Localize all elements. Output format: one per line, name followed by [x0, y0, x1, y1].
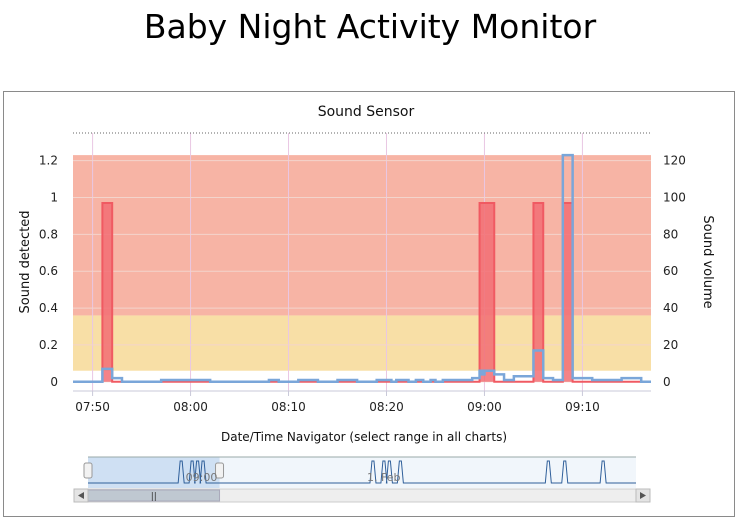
chart-title: Sound Sensor	[318, 104, 415, 120]
navigator-left-handle[interactable]	[83, 462, 93, 479]
y-axis-left-label: Sound detected	[18, 211, 33, 314]
scrollbar-grip-icon: ||	[151, 492, 157, 502]
y-right-tick-label: 80	[663, 227, 678, 241]
sound-detected-line	[73, 202, 651, 383]
y-left-tick-label: 1.2	[39, 154, 58, 168]
navigator-label: Date/Time Navigator (select range in all…	[221, 430, 507, 444]
x-tick-label: 07:50	[75, 400, 110, 414]
arrow-left-icon	[78, 492, 84, 499]
range-navigator[interactable]: 09:00 1. Feb ||	[73, 456, 651, 503]
threshold-band	[73, 315, 651, 371]
x-tick-label: 09:00	[467, 400, 502, 414]
navigator-tick-label: 09:00	[186, 471, 218, 484]
x-tick-label: 08:20	[369, 400, 404, 414]
y-right-tick-label: 0	[663, 375, 671, 389]
y-left-tick-label: 0.4	[39, 301, 58, 315]
chart-svg: Sound Sensor 07:50 08:00 08:10 08:20 09:00 09…	[18, 104, 715, 503]
y-left-tick-label: 0.8	[39, 227, 58, 241]
sound-volume-line	[73, 153, 651, 384]
x-tick-label: 09:10	[565, 400, 600, 414]
navigator-tick-label: 1. Feb	[367, 471, 400, 484]
sound-detected-area	[73, 203, 651, 382]
threshold-band	[73, 155, 651, 316]
y-right-tick-label: 20	[663, 338, 678, 352]
y-right-tick-label: 100	[663, 191, 686, 205]
navigator-right-handle[interactable]	[215, 462, 225, 479]
chart-container: Sound Sensor 07:50 08:00 08:10 08:20 09:00 09…	[3, 91, 735, 517]
y-axis-right-label: Sound volume	[700, 215, 715, 308]
y-right-tick-label: 60	[663, 264, 678, 278]
x-tick-label: 08:10	[271, 400, 306, 414]
threshold-band	[73, 370, 651, 382]
plot-bands	[73, 155, 651, 382]
y-left-tick-label: 0.2	[39, 338, 58, 352]
y-right-tick-label: 40	[663, 301, 678, 315]
y-left-tick-label: 1	[50, 191, 58, 205]
arrow-right-icon	[640, 492, 646, 499]
y-right-tick-label: 120	[663, 154, 686, 168]
y-left-tick-label: 0.6	[39, 264, 58, 278]
y-left-tick-label: 0	[50, 375, 58, 389]
x-tick-label: 08:00	[173, 400, 208, 414]
plot-series	[73, 153, 651, 384]
axes: 07:50 08:00 08:10 08:20 09:00 09:10 0 0.2 0.4 0.6…	[39, 154, 686, 414]
navigator-series-line	[88, 460, 636, 484]
page-title: Baby Night Activity Monitor	[143, 7, 597, 46]
